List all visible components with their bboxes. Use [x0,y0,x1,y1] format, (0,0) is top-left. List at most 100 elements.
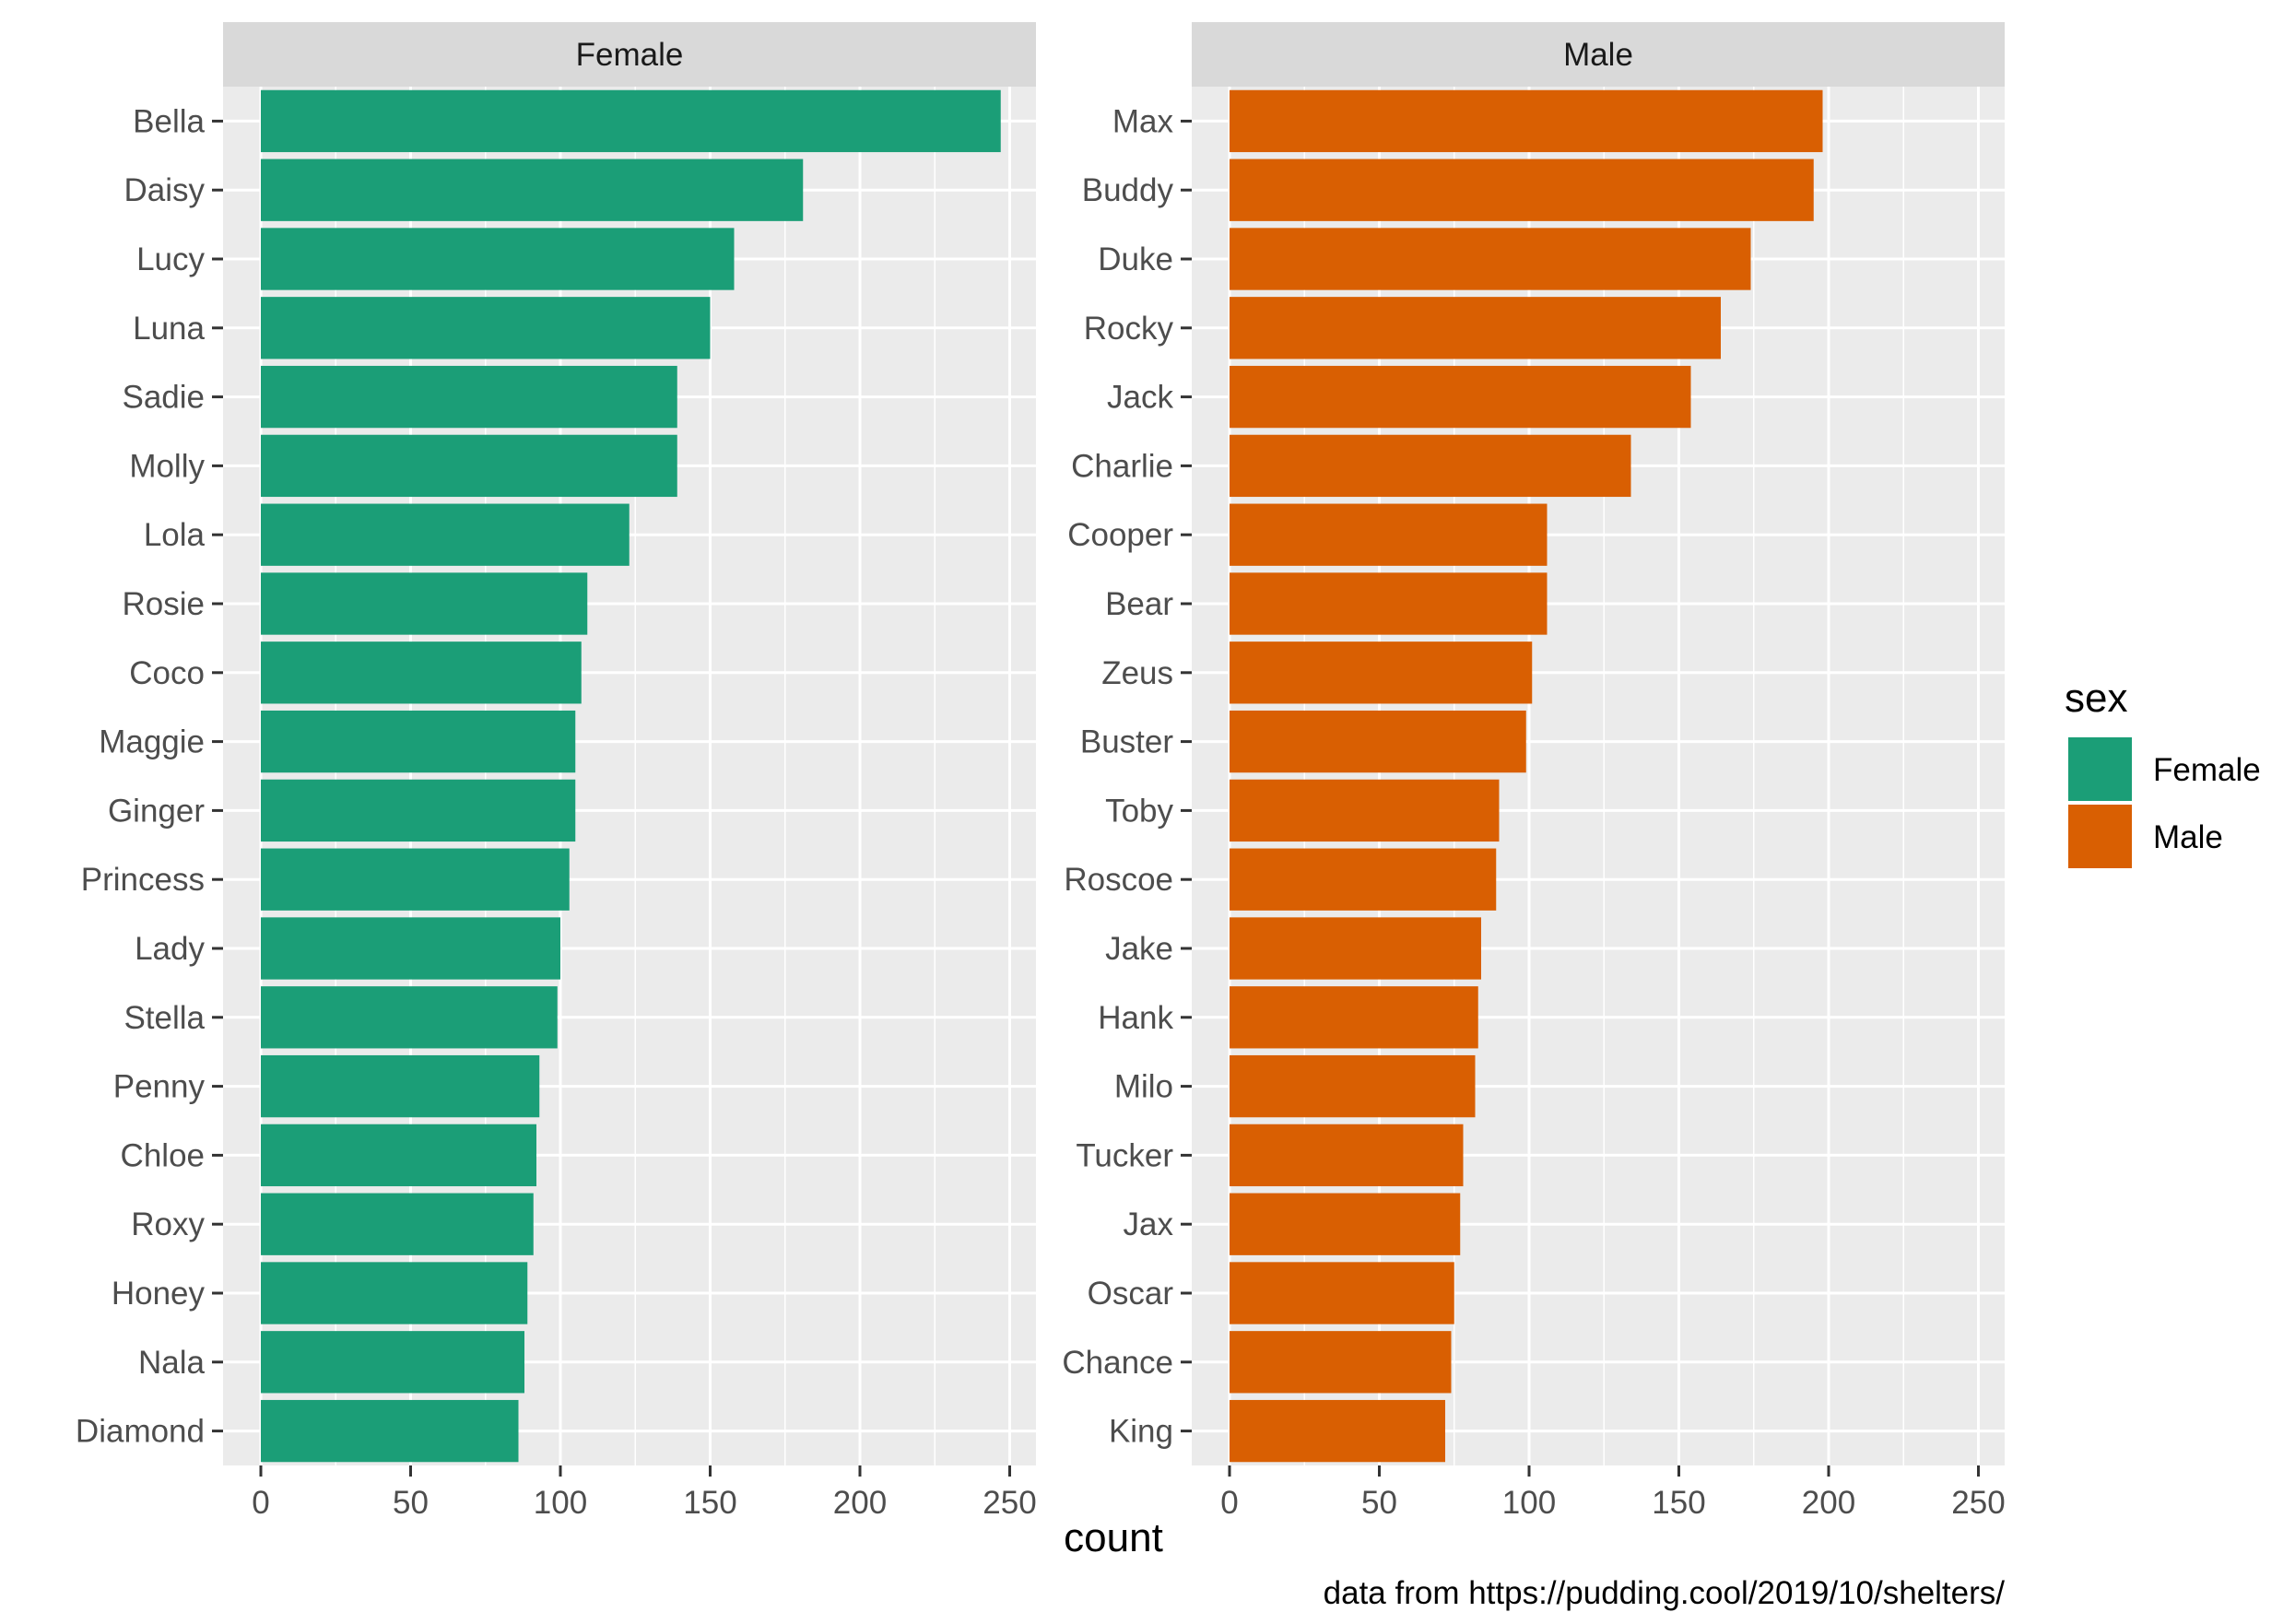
y-tick-label: Bella [133,103,205,139]
y-tick-label: Rocky [1084,311,1174,347]
x-tick-label: 200 [1802,1485,1855,1521]
x-tick-label: 200 [833,1485,887,1521]
bar-maggie[interactable] [261,710,576,773]
x-tick-label: 100 [1502,1485,1556,1521]
bar-duke[interactable] [1230,228,1751,290]
legend-title: sex [2065,676,2127,721]
bar-coco[interactable] [261,641,582,704]
bar-chloe[interactable] [261,1124,536,1187]
bar-daisy[interactable] [261,159,804,221]
y-tick-label: Cooper [1067,517,1173,553]
bar-molly[interactable] [261,434,677,498]
bar-zeus[interactable] [1230,641,1533,704]
bar-sadie[interactable] [261,365,677,429]
legend-label: Male [2153,819,2223,855]
y-tick-label: Roxy [131,1206,205,1242]
bar-lola[interactable] [261,503,630,566]
y-tick-label: Jake [1105,931,1173,967]
bar-cooper[interactable] [1230,503,1548,566]
bar-jake[interactable] [1230,917,1481,980]
y-tick-label: Jack [1107,380,1173,416]
y-tick-label: Penny [113,1069,206,1105]
bar-bear[interactable] [1230,572,1548,635]
bar-hank[interactable] [1230,986,1478,1049]
bar-rocky[interactable] [1230,297,1721,359]
y-tick-label: Coco [129,655,205,691]
bar-lucy[interactable] [261,228,735,290]
y-tick-label: Maggie [99,724,205,760]
bar-rosie[interactable] [261,572,588,635]
y-tick-label: Rosie [123,586,205,622]
y-tick-label: Honey [112,1276,206,1312]
y-tick-label: Charlie [1071,448,1173,484]
bar-luna[interactable] [261,297,711,359]
bar-jax[interactable] [1230,1193,1461,1255]
y-tick-label: Lola [144,517,206,553]
facet-title: Male [1563,37,1633,73]
y-tick-label: Buddy [1082,172,1174,208]
x-tick-label: 0 [1220,1485,1238,1521]
x-tick-label: 50 [393,1485,429,1521]
bar-oscar[interactable] [1230,1262,1454,1324]
legend-key-female [2068,737,2132,801]
bar-jack[interactable] [1230,365,1691,429]
bar-king[interactable] [1230,1399,1445,1463]
bar-chance[interactable] [1230,1331,1452,1394]
y-tick-label: Stella [124,1000,205,1036]
bar-buddy[interactable] [1230,159,1814,221]
bar-ginger[interactable] [261,779,576,842]
y-tick-label: Duke [1098,241,1173,277]
bar-toby[interactable] [1230,779,1500,842]
bar-roxy[interactable] [261,1193,534,1255]
bar-buster[interactable] [1230,710,1526,773]
y-tick-label: Lady [135,931,205,967]
y-tick-label: Tucker [1076,1137,1173,1173]
bar-tucker[interactable] [1230,1124,1464,1187]
y-tick-label: Molly [129,448,205,484]
bar-max[interactable] [1230,89,1823,153]
x-axis-title: count [1064,1515,1163,1560]
y-tick-label: Luna [133,311,205,347]
y-tick-label: Diamond [76,1414,205,1450]
legend-key-male [2068,805,2132,868]
bar-roscoe[interactable] [1230,848,1497,911]
y-tick-label: Nala [138,1345,206,1381]
y-tick-label: Hank [1098,1000,1173,1036]
y-tick-label: Lucy [136,241,205,277]
panel-background [1192,87,2005,1465]
bar-honey[interactable] [261,1262,528,1324]
facet-strip-male [1192,22,2005,87]
y-tick-label: Chloe [121,1137,205,1173]
x-tick-label: 50 [1361,1485,1397,1521]
y-tick-label: Chance [1062,1345,1173,1381]
bar-bella[interactable] [261,89,1001,153]
y-tick-label: Buster [1080,724,1173,760]
x-tick-label: 250 [1951,1485,2005,1521]
y-tick-label: Princess [81,862,205,898]
y-tick-label: Max [1112,103,1174,139]
bar-stella[interactable] [261,986,558,1049]
y-tick-label: King [1109,1414,1173,1450]
bar-charlie[interactable] [1230,434,1631,498]
y-tick-label: Milo [1114,1069,1173,1105]
caption: data from https://pudding.cool/2019/10/s… [1324,1575,2006,1611]
bar-lady[interactable] [261,917,560,980]
bar-diamond[interactable] [261,1399,519,1463]
bar-princess[interactable] [261,848,570,911]
x-tick-label: 250 [983,1485,1036,1521]
x-tick-label: 150 [683,1485,736,1521]
y-tick-label: Daisy [124,172,205,208]
x-tick-label: 150 [1652,1485,1705,1521]
bar-nala[interactable] [261,1331,524,1394]
y-tick-label: Roscoe [1064,862,1173,898]
bar-penny[interactable] [261,1054,540,1118]
y-tick-label: Oscar [1088,1276,1174,1312]
y-tick-label: Ginger [108,793,205,829]
bar-milo[interactable] [1230,1054,1476,1118]
x-tick-label: 100 [534,1485,587,1521]
facet-title: Female [576,37,684,73]
y-tick-label: Bear [1105,586,1173,622]
legend-label: Female [2153,752,2261,788]
panel-background [223,87,1036,1465]
